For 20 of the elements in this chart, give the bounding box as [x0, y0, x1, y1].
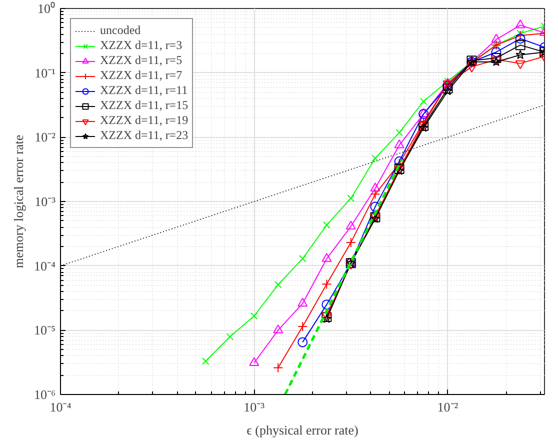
legend-label: XZZX d=11, r=11 [100, 83, 188, 98]
legend-label: XZZX d=11, r=15 [100, 98, 188, 113]
y-tick-label: 10⁻⁶ [34, 387, 56, 402]
legend-label: XZZX d=11, r=7 [100, 68, 182, 83]
x-axis-title: ϵ (physical error rate) [246, 422, 358, 438]
x-tick-label: 10⁻⁴ [50, 400, 72, 414]
y-tick-label: 10⁻⁴ [34, 258, 56, 274]
legend-label: XZZX d=11, r=19 [100, 113, 188, 128]
x-tick-label: 10⁻³ [244, 400, 265, 414]
legend-label: XZZX d=11, r=3 [100, 38, 182, 53]
y-tick-label: 10⁰ [38, 1, 56, 16]
legend-label: XZZX d=11, r=23 [100, 128, 188, 143]
y-tick-label: 10⁻¹ [34, 65, 56, 80]
y-tick-label: 10⁻² [34, 130, 56, 145]
y-tick-label: 10⁻³ [34, 194, 56, 209]
y-axis-title: memory logical error rate [10, 134, 26, 268]
x-tick-label: 10⁻² [437, 400, 458, 414]
legend-label: XZZX d=11, r=5 [100, 53, 182, 68]
y-tick-label: 10⁻⁵ [34, 322, 56, 338]
legend-label: uncoded [100, 23, 141, 38]
